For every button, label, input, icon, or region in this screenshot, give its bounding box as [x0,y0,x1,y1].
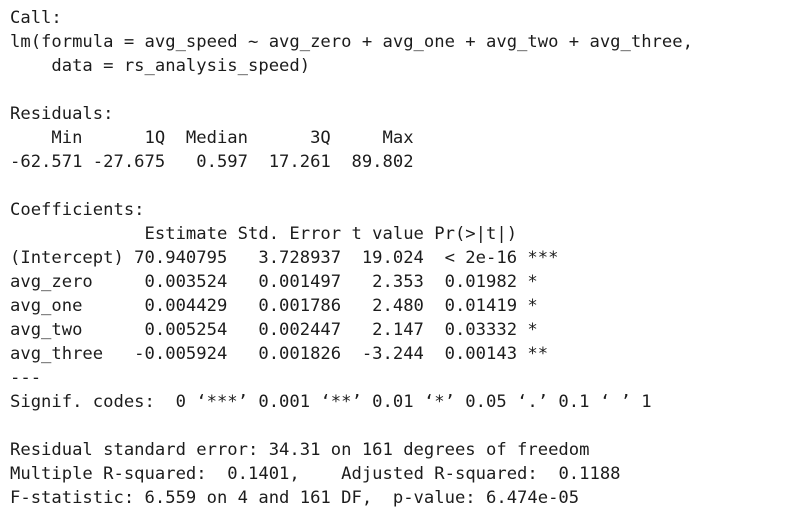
coefficients-column-headers: Estimate Std. Error t value Pr(>|t|) [10,224,559,244]
r-squared-line: Multiple R-squared: 0.1401, Adjusted R-s… [10,464,631,484]
blank-line [10,174,808,198]
call-formula-line: lm(formula = avg_speed ~ avg_zero + avg_… [10,32,693,52]
r-console-output: Call: lm(formula = avg_speed ~ avg_zero … [10,6,808,521]
f-statistic-line: F-statistic: 6.559 on 4 and 161 DF, p-va… [10,488,580,508]
coefficient-row-intercept: (Intercept) 70.940795 3.728937 19.024 < … [10,248,559,268]
call-header: Call: [10,8,62,28]
separator-line: --- [10,368,42,388]
residual-standard-error-line: Residual standard error: 34.31 on 161 de… [10,440,590,460]
coefficient-row-avg-two: avg_two 0.005254 0.002447 2.147 0.03332 … [10,320,559,340]
coefficient-row-avg-zero: avg_zero 0.003524 0.001497 2.353 0.01982… [10,272,559,292]
blank-line [10,414,808,438]
residuals-quantile-values: -62.571 -27.675 0.597 17.261 89.802 [10,152,424,172]
coefficients-header: Coefficients: [10,200,145,220]
call-data-line: data = rs_analysis_speed) [10,56,311,76]
blank-line [10,78,808,102]
coefficient-row-avg-three: avg_three -0.005924 0.001826 -3.244 0.00… [10,344,559,364]
residuals-header: Residuals: [10,104,114,124]
residuals-quantile-labels: Min 1Q Median 3Q Max [10,128,424,148]
coefficient-row-avg-one: avg_one 0.004429 0.001786 2.480 0.01419 … [10,296,559,316]
signif-codes-line: Signif. codes: 0 ‘***’ 0.001 ‘**’ 0.01 ‘… [10,392,652,412]
